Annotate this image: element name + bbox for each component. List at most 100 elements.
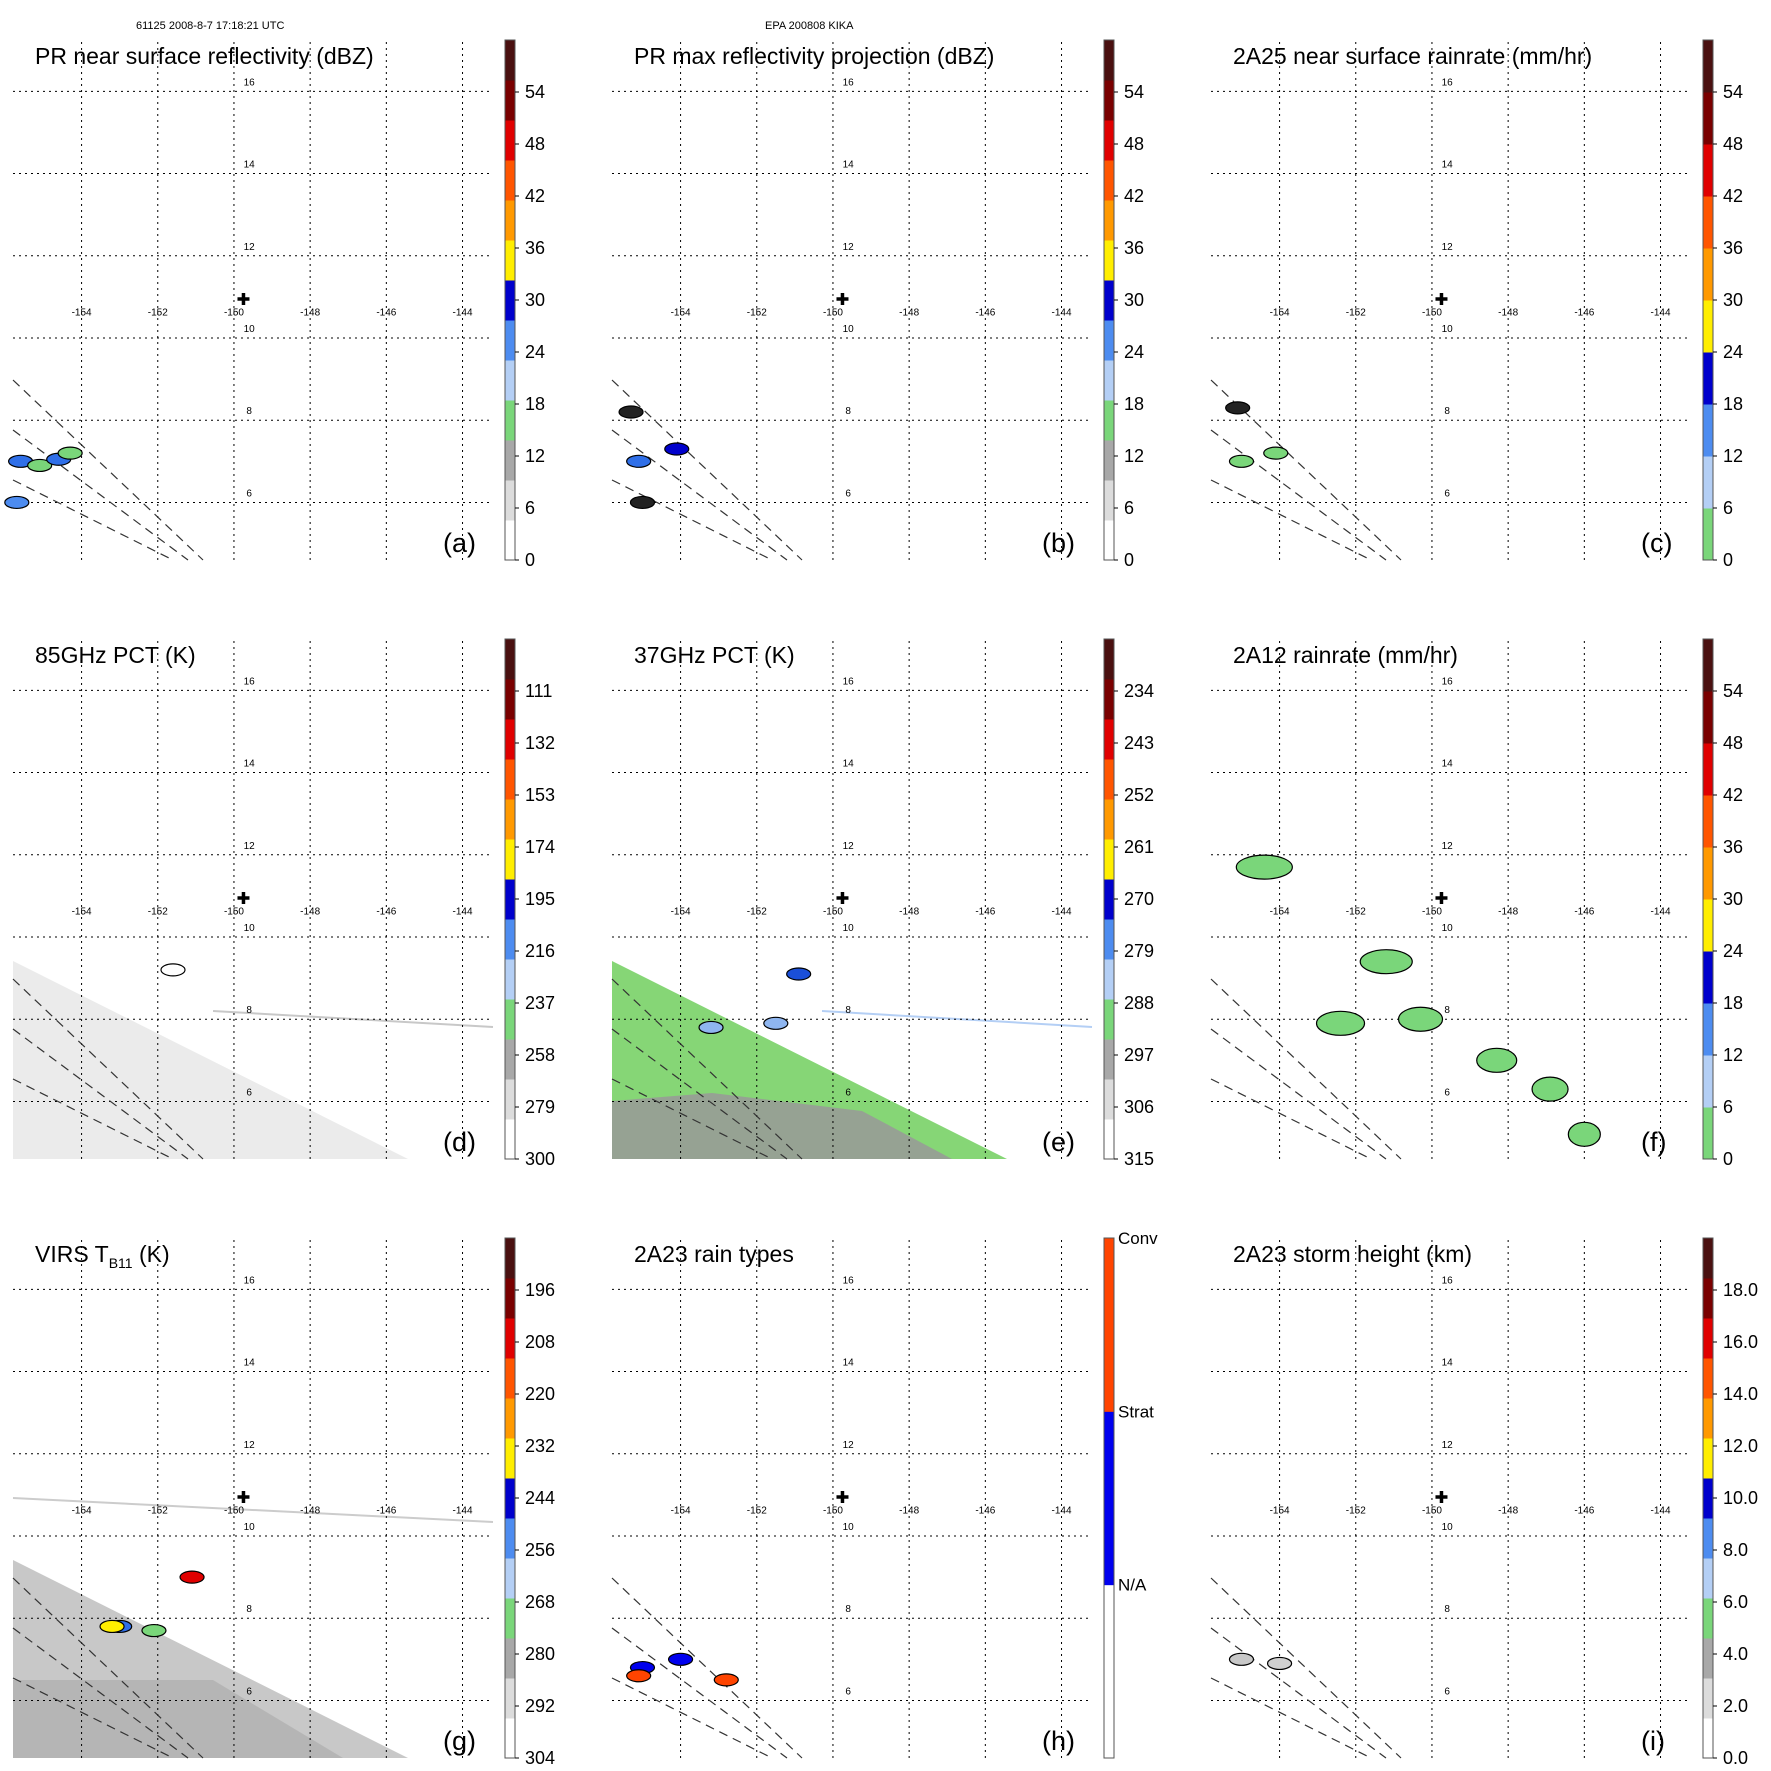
colorbar-tick-label: 30 xyxy=(1723,889,1743,909)
data-feature xyxy=(179,1570,205,1584)
colorbar-segment xyxy=(1703,196,1713,249)
lon-tick-label: -146 xyxy=(1574,1505,1594,1516)
lon-tick-label: -144 xyxy=(1052,1505,1072,1516)
lon-tick-label: -148 xyxy=(300,906,320,917)
lon-tick-label: -152 xyxy=(747,307,767,318)
lat-tick-label: 12 xyxy=(244,841,256,852)
lat-tick-label: 8 xyxy=(246,1005,252,1016)
colorbar-segment xyxy=(1104,360,1114,401)
lat-tick-label: 8 xyxy=(845,406,851,417)
colorbar-segment xyxy=(505,520,515,561)
title-subscript: B11 xyxy=(109,1255,133,1271)
lon-tick-label: -146 xyxy=(1574,906,1594,917)
colorbar-segment xyxy=(1703,1055,1713,1108)
colorbar-segment xyxy=(1703,404,1713,457)
colorbar-segment xyxy=(505,919,515,960)
lon-tick-label: -150 xyxy=(823,1505,843,1516)
colorbar-segment xyxy=(505,320,515,361)
lat-tick-label: 8 xyxy=(1444,406,1450,417)
colorbar-tick-label: 111 xyxy=(525,681,552,701)
colorbar-segment xyxy=(1703,300,1713,353)
lat-tick-label: 14 xyxy=(244,160,256,171)
lat-tick-label: 6 xyxy=(246,488,252,499)
colorbar-segment xyxy=(505,400,515,441)
data-feature xyxy=(786,967,812,981)
panel-a: -154 -152 -150 -148 -146 -144 16 14 12 10 8 6 PR nea… xyxy=(4,39,545,570)
colorbar-segment xyxy=(1703,1718,1713,1759)
swath-boundary xyxy=(1210,429,1387,561)
lat-tick-label: 8 xyxy=(845,1005,851,1016)
panel-label: (i) xyxy=(1641,1726,1665,1756)
colorbar-tick-label: 48 xyxy=(1723,733,1743,753)
colorbar-segment xyxy=(505,1039,515,1080)
panel-label: (f) xyxy=(1641,1127,1666,1157)
data-feature xyxy=(4,495,30,510)
lat-tick-label: 10 xyxy=(1442,1522,1454,1533)
colorbar-segment xyxy=(1703,1638,1713,1679)
colorbar-segment xyxy=(1703,1558,1713,1599)
plus-icon xyxy=(237,891,250,904)
colorbar-segment xyxy=(1104,160,1114,201)
colorbar-segment xyxy=(505,1598,515,1639)
data-feature xyxy=(1225,401,1251,415)
data-feature xyxy=(57,446,83,460)
colorbar-tick-label: 315 xyxy=(1124,1149,1154,1169)
lon-tick-label: -154 xyxy=(72,906,92,917)
lon-tick-label: -152 xyxy=(747,1505,767,1516)
lat-tick-label: 8 xyxy=(1444,1604,1450,1615)
lon-tick-label: -148 xyxy=(899,906,919,917)
colorbar-segment xyxy=(505,1079,515,1120)
colorbar-segment xyxy=(1104,520,1114,561)
warm-region xyxy=(612,1093,952,1159)
lon-tick-label: -146 xyxy=(1574,307,1594,318)
lat-tick-label: 12 xyxy=(1442,242,1454,253)
lat-tick-label: 8 xyxy=(246,1604,252,1615)
plus-icon xyxy=(1435,1490,1448,1503)
colorbar-tick-label: 30 xyxy=(1124,290,1144,310)
colorbar-segment xyxy=(1104,120,1114,161)
panel-title: 2A25 near surface rainrate (mm/hr) xyxy=(1233,43,1592,69)
lon-tick-label: -154 xyxy=(671,906,691,917)
lon-tick-label: -150 xyxy=(823,906,843,917)
colorbar-segment xyxy=(505,839,515,880)
lat-tick-label: 12 xyxy=(244,242,256,253)
swath-boundary xyxy=(1210,379,1402,561)
colorbar-tick-label: 300 xyxy=(525,1149,555,1169)
data-feature xyxy=(1228,454,1255,468)
panel-i: -154 -152 -150 -148 -146 -144 16 14 12 10 8 6 2A23 s… xyxy=(1210,1237,1758,1768)
panel-e: -154 -152 -150 -148 -146 -144 16 14 12 10 8 6 37GHz … xyxy=(611,638,1154,1169)
lat-tick-label: 10 xyxy=(244,1522,256,1533)
panel-label: (g) xyxy=(443,1726,476,1756)
colorbar-tick-label: 12 xyxy=(1723,446,1743,466)
lat-tick-label: 16 xyxy=(1442,676,1454,687)
colorbar-segment xyxy=(505,1278,515,1319)
panel-label: (d) xyxy=(443,1127,476,1157)
title-suffix: (K) xyxy=(133,1241,170,1267)
colorbar-segment xyxy=(1703,456,1713,509)
colorbar: 0.0 2.0 4.0 6.0 8.0 10.0 12.0 14.0 16.0 18.0 xyxy=(1702,1237,1758,1768)
lat-tick-label: 6 xyxy=(246,1087,252,1098)
colorbar-segment xyxy=(505,959,515,1000)
colorbar-tick-label: 0 xyxy=(525,550,535,570)
colorbar-segment xyxy=(1104,240,1114,281)
colorbar-segment xyxy=(1703,1438,1713,1479)
colorbar-tick-label: 234 xyxy=(1124,681,1154,701)
colorbar-tick-label: 195 xyxy=(525,889,555,909)
lat-tick-label: 6 xyxy=(845,1087,851,1098)
colorbar-segment xyxy=(1104,759,1114,800)
swath-boundary xyxy=(12,1028,189,1160)
colorbar-tick-label: 297 xyxy=(1124,1045,1154,1065)
panel-label: (e) xyxy=(1042,1127,1075,1157)
panel-label: (c) xyxy=(1641,528,1672,558)
lat-tick-label: 14 xyxy=(244,759,256,770)
colorbar-segment xyxy=(1703,639,1713,692)
colorbar-segment xyxy=(1104,40,1114,81)
colorbar-segment xyxy=(505,80,515,121)
lon-tick-label: -146 xyxy=(376,1505,396,1516)
colorbar-segment xyxy=(1104,879,1114,920)
lon-tick-label: -144 xyxy=(453,307,473,318)
colorbar-tick-label: 232 xyxy=(525,1436,555,1456)
colorbar-segment xyxy=(1703,847,1713,900)
lon-tick-label: -154 xyxy=(72,1505,92,1516)
data-feature xyxy=(698,1020,724,1035)
